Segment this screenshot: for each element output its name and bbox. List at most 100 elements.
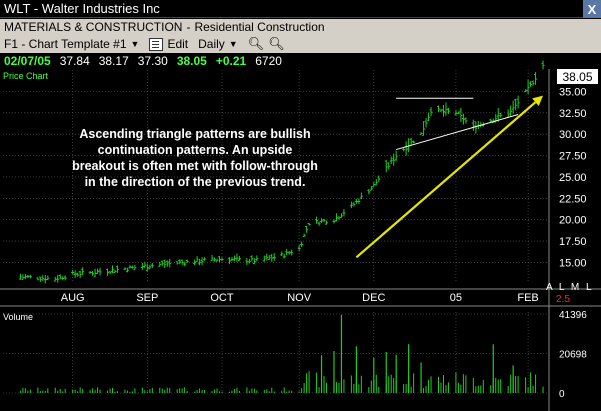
price-bar	[250, 255, 254, 262]
price-bar	[247, 258, 251, 264]
price-bar	[93, 268, 97, 278]
pattern-annotation: Ascending triangle patterns are bullish …	[72, 127, 318, 189]
price-bar	[36, 277, 40, 281]
price-tick-label: 17.50	[559, 236, 587, 248]
price-bar	[183, 261, 187, 267]
price-bar	[282, 253, 286, 259]
chart-toolbar: F1 - Chart Template #1 ▼ Edit Daily ▼ 🔍︎…	[0, 35, 601, 53]
triangle-support-line	[396, 114, 519, 151]
sector-label: MATERIALS & CONSTRUCTION	[4, 20, 183, 34]
chevron-down-icon: ▼	[228, 39, 238, 49]
price-bar	[110, 265, 114, 274]
price-bar	[496, 107, 500, 122]
price-bar	[437, 105, 441, 112]
price-bar	[235, 253, 239, 262]
price-bar	[193, 259, 197, 266]
price-bar	[424, 118, 428, 128]
price-bar	[61, 276, 65, 281]
price-bar	[73, 270, 77, 278]
price-bar	[509, 105, 513, 117]
price-bar	[529, 81, 533, 88]
drawing-overlays	[355, 95, 544, 259]
template-dropdown[interactable]: F1 - Chart Template #1 ▼	[4, 37, 139, 51]
period-dropdown[interactable]: Daily ▼	[198, 37, 238, 51]
quote-low: 37.30	[137, 54, 168, 68]
trend-arrow-head	[532, 95, 544, 106]
price-bar	[123, 267, 127, 271]
price-bar	[252, 258, 256, 265]
price-bar	[128, 265, 132, 269]
quote-volume: 6720	[255, 54, 282, 68]
price-bar	[369, 185, 373, 191]
volume-tick-label: 41396	[559, 310, 587, 321]
price-bar	[198, 258, 202, 266]
price-bar	[63, 275, 67, 281]
price-bar	[71, 270, 75, 275]
price-bar	[342, 209, 346, 217]
price-bar	[526, 79, 530, 95]
price-bar	[339, 213, 343, 218]
price-bar	[272, 253, 276, 261]
scale-indicator: 2.5	[556, 294, 570, 305]
edit-icon	[149, 37, 164, 51]
quote-date: 02/07/05	[4, 54, 51, 68]
close-button[interactable]: X	[583, 0, 601, 18]
price-bar	[227, 257, 231, 265]
price-bar	[133, 264, 137, 271]
time-tick-label: AUG	[61, 292, 85, 304]
price-bar	[322, 218, 326, 223]
zoom-out-icon[interactable]: 🔍︎	[268, 36, 285, 51]
time-tick-label: OCT	[210, 292, 234, 304]
price-bar	[145, 263, 149, 272]
price-bar	[332, 219, 336, 224]
price-bar	[441, 105, 445, 117]
price-bar	[38, 276, 42, 282]
volume-tick-label: 20698	[559, 350, 587, 361]
price-bar	[96, 268, 100, 275]
quote-change: +0.21	[215, 54, 247, 68]
volume-pane-label: Volume	[3, 312, 34, 322]
price-bar	[357, 198, 361, 204]
price-bar	[359, 192, 363, 200]
price-bar	[429, 107, 433, 117]
price-bar	[290, 249, 294, 256]
price-bar	[165, 260, 169, 267]
price-bar	[56, 274, 60, 283]
price-bar	[474, 121, 478, 134]
price-bar	[287, 250, 291, 255]
price-bar	[307, 223, 311, 226]
volume-tick-label: 0	[559, 389, 565, 400]
price-tick-label: 22.50	[559, 193, 587, 205]
quote-open: 37.84	[59, 54, 90, 68]
price-bar	[409, 138, 413, 146]
template-label: F1 - Chart Template #1	[4, 37, 127, 51]
scale-mode-letters[interactable]: A L M L	[546, 282, 594, 293]
price-bar	[419, 132, 423, 136]
price-bar	[464, 117, 468, 124]
edit-button[interactable]: Edit	[149, 37, 188, 51]
price-bar	[220, 257, 224, 262]
period-label: Daily	[198, 37, 225, 51]
price-bar	[315, 216, 319, 224]
quote-last: 38.05	[176, 54, 207, 68]
price-bar	[334, 213, 338, 222]
price-bar	[427, 112, 431, 121]
price-tick-label: 32.50	[559, 108, 587, 120]
volume-bars	[19, 314, 544, 393]
price-bar	[125, 267, 129, 273]
price-bar	[456, 111, 460, 115]
price-bar	[394, 150, 398, 161]
price-bar	[115, 265, 119, 273]
price-bar	[106, 268, 110, 276]
price-bar	[541, 60, 545, 70]
zoom-in-icon[interactable]: 🔍︎	[247, 36, 265, 51]
price-bar	[305, 225, 309, 233]
time-tick-label: FEB	[517, 292, 538, 304]
time-tick-label: SEP	[136, 292, 158, 304]
quote-bar: 02/07/05 37.84 38.17 37.30 38.05 +0.21 6…	[0, 53, 601, 69]
price-bar	[372, 182, 376, 187]
window-title-bar: WLT - Walter Industries Inc X	[0, 0, 601, 18]
price-bar	[76, 272, 80, 277]
price-bar	[203, 257, 207, 261]
